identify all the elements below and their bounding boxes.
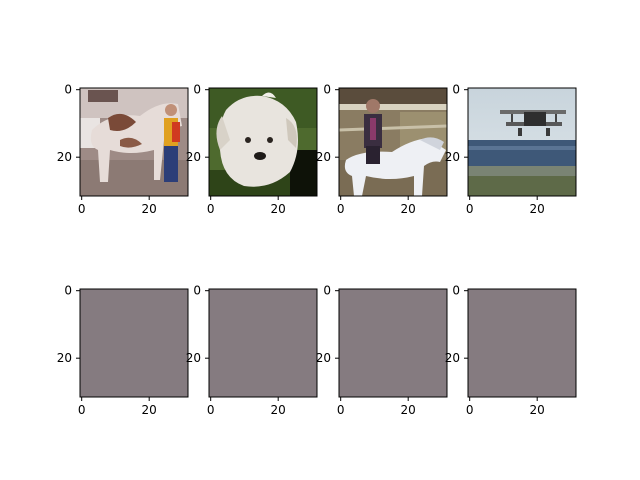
axes-panel-8: 0 20 0 20 [445, 284, 577, 417]
axes-panel-4: 0 20 0 20 [445, 83, 577, 216]
y-tick-label: 0 [193, 83, 201, 97]
x-tick-label: 20 [142, 403, 157, 417]
x-tick-label: 0 [466, 403, 474, 417]
y-tick-label: 20 [186, 150, 201, 164]
y-tick-label: 20 [186, 351, 201, 365]
x-tick-label: 0 [207, 403, 215, 417]
axes-frame [79, 87, 189, 197]
x-tick-label: 20 [401, 202, 416, 216]
axes-frame [79, 288, 189, 398]
x-tick-label: 20 [271, 403, 286, 417]
axes-frame [208, 87, 318, 197]
x-tick-label: 0 [337, 403, 345, 417]
y-tick-label: 20 [316, 150, 331, 164]
y-tick-label: 0 [452, 284, 460, 298]
y-tick-label: 0 [193, 284, 201, 298]
axes-panel-3: 0 20 0 20 [316, 83, 448, 216]
panel-horse-with-person [80, 88, 188, 196]
axes-panel-7: 0 20 0 20 [316, 284, 448, 417]
axes-frame [467, 87, 577, 197]
panel-flat-1 [80, 289, 188, 397]
x-tick-label: 20 [401, 403, 416, 417]
axes-panel-5: 0 20 0 20 [57, 284, 189, 417]
x-tick-label: 0 [337, 202, 345, 216]
y-tick-label: 20 [445, 351, 460, 365]
panel-white-puppy [209, 88, 317, 196]
y-tick-label: 20 [316, 351, 331, 365]
axes-panel-6: 0 20 0 20 [186, 284, 318, 417]
x-tick-label: 20 [530, 403, 545, 417]
y-tick-label: 0 [64, 284, 72, 298]
axes-panel-1: 0 20 0 20 [57, 83, 189, 216]
y-tick-label: 0 [323, 284, 331, 298]
axes-frame [338, 87, 448, 197]
y-tick-label: 0 [64, 83, 72, 97]
x-tick-label: 20 [530, 202, 545, 216]
panel-flat-2 [209, 289, 317, 397]
panel-rider-on-white-horse [339, 88, 447, 196]
y-tick-label: 0 [323, 83, 331, 97]
y-tick-label: 20 [445, 150, 460, 164]
axes-panel-2: 0 20 0 20 [186, 83, 318, 216]
x-tick-label: 20 [142, 202, 157, 216]
axes-frame [338, 288, 448, 398]
x-tick-label: 0 [466, 202, 474, 216]
y-tick-label: 20 [57, 150, 72, 164]
axes-frame [208, 288, 318, 398]
x-tick-label: 0 [78, 403, 86, 417]
x-tick-label: 20 [271, 202, 286, 216]
x-tick-label: 0 [207, 202, 215, 216]
x-tick-label: 0 [78, 202, 86, 216]
panel-flat-4 [468, 289, 576, 397]
y-tick-label: 20 [57, 351, 72, 365]
y-tick-label: 0 [452, 83, 460, 97]
panel-biplane [468, 88, 576, 196]
panel-flat-3 [339, 289, 447, 397]
axes-frame [467, 288, 577, 398]
